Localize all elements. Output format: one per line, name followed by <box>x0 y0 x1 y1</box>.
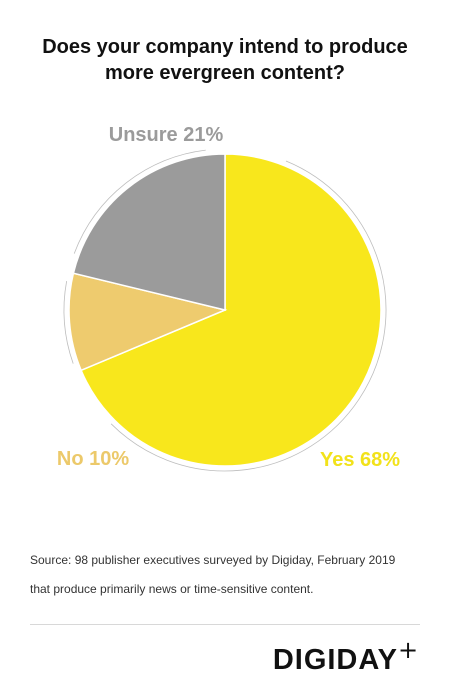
pie-label-unsure: Unsure 21% <box>109 124 224 146</box>
chart-title: Does your company intend to produce more… <box>25 34 425 86</box>
footer-divider <box>30 624 420 625</box>
source-note: Source: 98 publisher executives surveyed… <box>30 546 430 604</box>
pie-label-yes: Yes 68% <box>320 449 400 471</box>
source-line-1: Source: 98 publisher executives surveyed… <box>30 553 396 567</box>
plus-icon: + <box>398 636 419 664</box>
digiday-logo: DIGIDAY <box>272 644 398 676</box>
pie-slice-unsure <box>72 153 226 311</box>
pie-chart: Yes 68% No 10% Unsure 21% <box>57 124 400 472</box>
callout-arc-unsure <box>73 149 206 254</box>
callout-arc-yes <box>110 160 387 472</box>
pie-slice-no <box>68 272 228 372</box>
callout-arc-no <box>63 280 74 364</box>
source-line-2: that produce primarily news or time-sens… <box>30 582 314 596</box>
chart-title-line-2: more evergreen content? <box>104 62 346 84</box>
pie-callout-lines <box>63 149 387 472</box>
pie-slice-yes <box>80 153 382 467</box>
pie-labels: Yes 68% No 10% Unsure 21% <box>57 124 400 471</box>
pie-slices <box>68 153 382 467</box>
pie-label-no: No 10% <box>57 448 129 470</box>
chart-title-line-1: Does your company intend to produce <box>42 36 408 58</box>
